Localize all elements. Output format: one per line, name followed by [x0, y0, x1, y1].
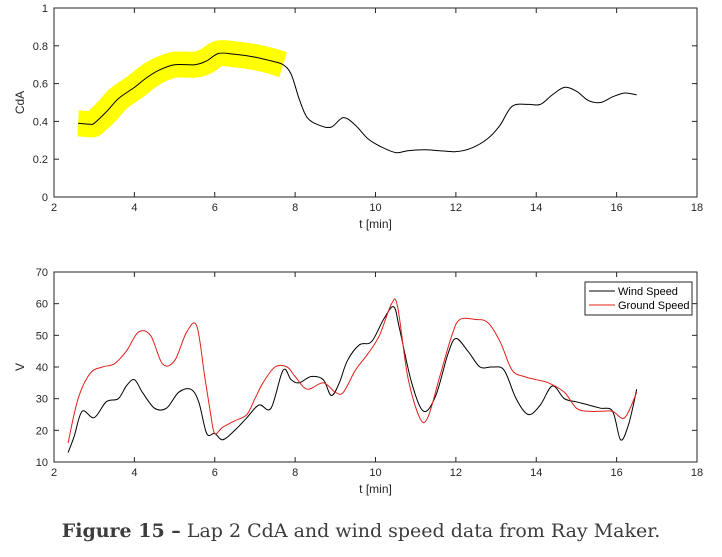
x-tick-label: 16: [611, 467, 623, 479]
series-line-2-2: [67, 298, 638, 444]
x-tick-label: 12: [450, 467, 462, 479]
x-tick-label: 8: [292, 467, 298, 479]
legend: Wind Speed Ground Speed: [584, 281, 693, 316]
x-axis-label: t [min]: [359, 217, 392, 231]
figure: 2 4 6 8 10 12 14 16 18 0 0.2 0.4 0.6 0.8 1 t [min] CdA 2 4…: [13, 3, 703, 496]
figure-caption-label: Figure 15 –: [61, 520, 181, 542]
x-tick-label: 14: [530, 202, 542, 214]
figure-caption-text: Lap 2 CdA and wind speed data from Ray M…: [186, 520, 661, 542]
chart-1: 2 4 6 8 10 12 14 16 18 0 0.2 0.4 0.6 0.8 1 t [min] CdA: [13, 3, 703, 231]
x-tick-label: 12: [450, 202, 462, 214]
x-tick-label: 18: [691, 467, 703, 479]
x-tick-label: 10: [369, 467, 381, 479]
y-tick-label: 20: [36, 425, 48, 437]
y-axis-label: CdA: [13, 91, 27, 114]
y-tick-label: 1: [42, 3, 48, 15]
legend-box: [584, 281, 693, 316]
cda-highlight-band: [77, 39, 287, 138]
y-tick-label: 0.8: [33, 41, 48, 53]
figure-caption: Figure 15 – Lap 2 CdA and wind speed dat…: [0, 520, 722, 542]
series-line-2-1: [67, 306, 638, 453]
y-tick-label: 50: [36, 330, 48, 342]
y-axis-label: V: [13, 363, 27, 371]
y-tick-label: 0: [42, 192, 48, 204]
y-tick-label: 10: [36, 457, 48, 469]
x-tick-label: 6: [212, 467, 218, 479]
y-tick-label: 40: [36, 362, 48, 374]
legend-label: Wind Speed: [618, 286, 678, 298]
x-tick-label: 8: [292, 202, 298, 214]
x-tick-label: 16: [611, 202, 623, 214]
x-tick-label: 6: [212, 202, 218, 214]
y-tick-label: 30: [36, 394, 48, 406]
y-tick-label: 0.6: [33, 79, 48, 91]
y-tick-label: 0.2: [33, 154, 48, 166]
y-tick-label: 70: [36, 267, 48, 279]
y-tick-label: 60: [36, 299, 48, 311]
x-tick-label: 2: [51, 202, 57, 214]
x-tick-label: 14: [530, 467, 542, 479]
chart-2: 2 4 6 8 10 12 14 16 18 10 20 30 40 50 60 70 t [min] V Wind…: [13, 267, 703, 496]
x-tick-label: 10: [369, 202, 381, 214]
y-tick-label: 0.4: [33, 116, 48, 128]
x-axis-label: t [min]: [359, 482, 392, 496]
x-tick-label: 4: [131, 467, 137, 479]
series-line-1-1: [78, 52, 637, 154]
x-tick-label: 2: [51, 467, 57, 479]
x-tick-label: 18: [691, 202, 703, 214]
x-tick-label: 4: [131, 202, 137, 214]
legend-label: Ground Speed: [618, 300, 690, 312]
